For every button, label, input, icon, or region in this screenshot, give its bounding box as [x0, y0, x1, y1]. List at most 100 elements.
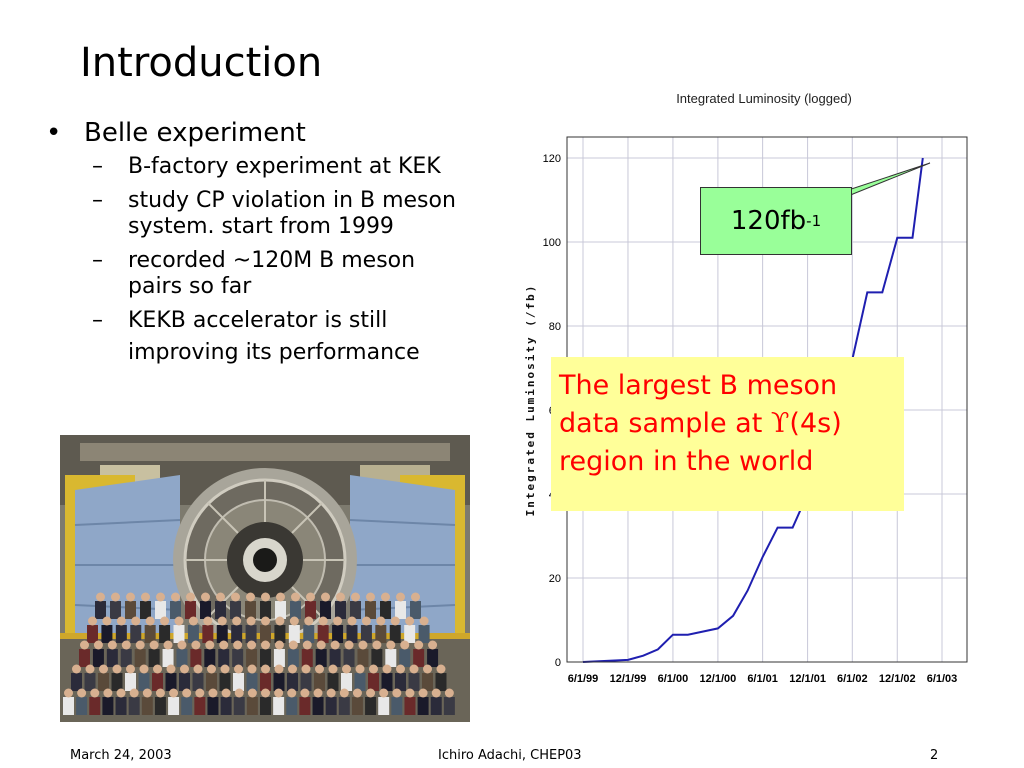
person-figure — [365, 601, 376, 619]
person-figure — [354, 673, 366, 691]
person-head — [411, 592, 420, 602]
person-head — [186, 592, 195, 602]
person-figure — [173, 625, 185, 643]
person-head — [208, 688, 218, 698]
person-figure — [350, 601, 361, 619]
person-figure — [115, 697, 127, 715]
person-figure — [389, 625, 401, 643]
person-head — [126, 664, 135, 674]
person-figure — [206, 673, 217, 691]
chart-x-tick-label: 6/1/02 — [837, 673, 868, 685]
person-head — [149, 640, 159, 650]
person-figure — [89, 697, 101, 715]
person-figure — [399, 649, 411, 667]
person-figure — [380, 601, 391, 619]
person-head — [107, 640, 117, 650]
person-figure — [317, 625, 329, 643]
person-head — [342, 664, 351, 674]
sub-bullet-1: – B-factory experiment at KEK — [40, 154, 520, 180]
person-head — [379, 688, 389, 698]
person-head — [153, 664, 162, 674]
person-head — [103, 688, 113, 698]
person-figure — [233, 673, 244, 691]
person-head — [291, 592, 300, 602]
person-head — [414, 640, 424, 650]
person-figure — [427, 649, 439, 667]
person-figure — [202, 625, 214, 643]
sub-bullet-2: – study CP violation in B meson system. … — [40, 188, 520, 240]
person-head — [366, 592, 375, 602]
person-head — [304, 616, 314, 626]
luminosity-callout: 120fb -1 — [700, 187, 852, 255]
person-head — [141, 592, 150, 602]
person-head — [405, 616, 415, 626]
sub-bullet-4-line2: improving its performance — [128, 340, 420, 365]
person-figure — [246, 649, 258, 667]
person-head — [96, 592, 105, 602]
person-head — [316, 640, 326, 650]
person-head — [160, 616, 170, 626]
person-head — [344, 640, 354, 650]
person-head — [129, 688, 139, 698]
person-figure — [232, 649, 244, 667]
person-figure — [312, 697, 324, 715]
person-head — [431, 688, 441, 698]
person-figure — [404, 697, 416, 715]
person-head — [328, 664, 338, 674]
person-head — [261, 592, 270, 602]
chart-x-tick-label: 6/1/00 — [658, 673, 689, 685]
bullet-main: • Belle experiment — [40, 118, 520, 148]
person-figure — [381, 673, 393, 691]
person-head — [405, 688, 415, 698]
person-head — [116, 616, 126, 626]
person-figure — [260, 697, 271, 715]
person-figure — [368, 673, 379, 691]
person-head — [392, 688, 402, 698]
chart-title: Integrated Luminosity (logged) — [676, 91, 852, 106]
person-figure — [230, 601, 241, 619]
person-head — [313, 688, 323, 698]
person-figure — [371, 649, 383, 667]
person-figure — [207, 697, 219, 715]
person-figure — [63, 697, 74, 715]
person-head — [396, 664, 405, 674]
person-head — [339, 688, 349, 698]
person-head — [288, 664, 297, 674]
person-figure — [165, 673, 177, 691]
person-figure — [273, 697, 285, 715]
person-figure — [443, 697, 455, 715]
person-figure — [260, 673, 271, 691]
person-head — [205, 640, 215, 650]
person-head — [321, 592, 330, 602]
person-figure — [335, 601, 346, 619]
person-figure — [76, 697, 88, 715]
person-head — [400, 640, 410, 650]
person-figure — [378, 697, 390, 715]
person-head — [180, 664, 189, 674]
person-head — [163, 640, 173, 650]
person-figure — [288, 625, 300, 643]
person-head — [203, 616, 213, 626]
person-figure — [287, 673, 298, 691]
person-figure — [290, 601, 301, 619]
person-head — [221, 688, 231, 698]
person-figure — [435, 673, 447, 691]
person-figure — [92, 649, 104, 667]
sub-bullet-2-line1: study CP violation in B meson — [128, 188, 456, 213]
person-head — [423, 664, 432, 674]
person-figure — [219, 673, 231, 691]
person-figure — [159, 625, 171, 643]
person-head — [409, 664, 419, 674]
footer-author: Ichiro Adachi, CHEP03 — [438, 748, 582, 763]
person-figure — [162, 649, 174, 667]
person-figure — [200, 601, 211, 619]
person-figure — [168, 697, 180, 715]
person-figure — [408, 673, 420, 691]
highlight-line2-pre: data sample at — [559, 408, 771, 439]
person-head — [139, 664, 149, 674]
person-head — [306, 592, 315, 602]
slide-title: Introduction — [80, 40, 323, 86]
person-figure — [215, 601, 226, 619]
person-figure — [274, 625, 286, 643]
person-head — [234, 688, 244, 698]
